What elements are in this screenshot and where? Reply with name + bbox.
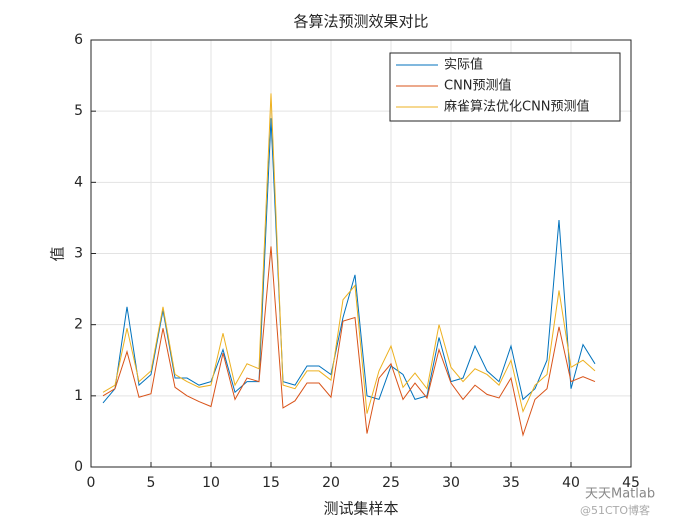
x-tick-label: 20 — [322, 475, 340, 491]
x-tick-label: 30 — [442, 475, 460, 491]
y-tick-label: 5 — [74, 103, 83, 119]
x-tick-label: 40 — [562, 475, 580, 491]
legend-label: CNN预测值 — [444, 78, 512, 94]
x-axis-label: 测试集样本 — [323, 500, 398, 518]
y-tick-label: 4 — [74, 174, 83, 190]
series-line — [102, 246, 596, 437]
legend-label: 麻雀算法优化CNN预测值 — [444, 99, 590, 115]
y-tick-label: 3 — [74, 246, 83, 262]
y-tick-label: 1 — [74, 388, 83, 404]
axes-frame — [90, 39, 632, 468]
y-tick-label: 6 — [74, 32, 83, 48]
series-line — [102, 118, 596, 404]
x-tick-label: 5 — [147, 475, 156, 491]
series-line — [102, 93, 596, 414]
y-axis-label: 值 — [49, 246, 67, 261]
x-tick-label: 15 — [262, 475, 280, 491]
watermark: 天天Matlab — [585, 487, 655, 502]
legend-label: 实际值 — [444, 57, 483, 73]
y-tick-label: 2 — [74, 317, 83, 333]
x-tick-label: 45 — [622, 475, 640, 491]
watermark: @51CTO博客 — [580, 503, 650, 517]
chart-title: 各算法预测效果对比 — [293, 13, 428, 31]
x-tick-label: 35 — [502, 475, 520, 491]
x-tick-label: 10 — [202, 475, 220, 491]
x-tick-label: 25 — [382, 475, 400, 491]
y-tick-label: 0 — [74, 459, 83, 475]
x-tick-label: 0 — [87, 475, 96, 491]
legend-box — [389, 52, 621, 122]
